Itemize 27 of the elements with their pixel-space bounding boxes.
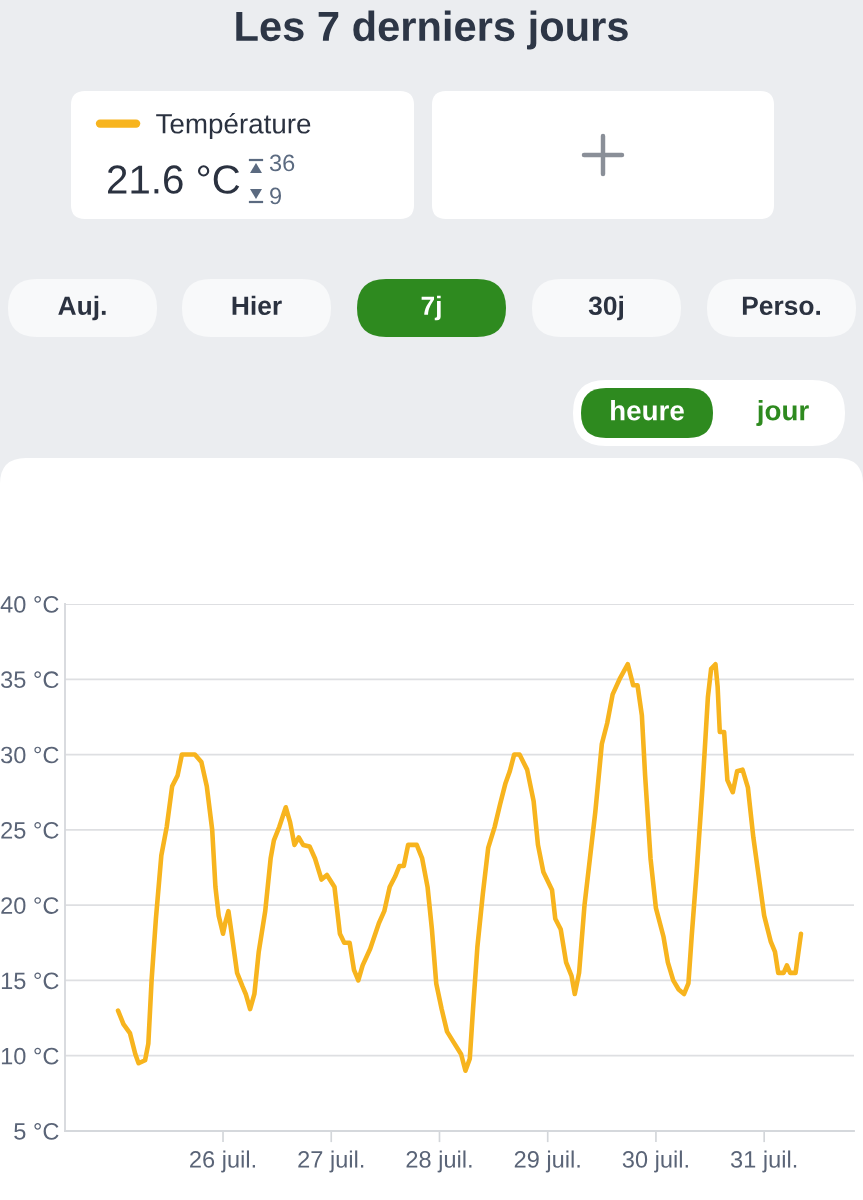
text: 9 xyxy=(270,187,282,205)
text: jour xyxy=(756,400,809,426)
text: 7j xyxy=(421,295,441,321)
chart-title: Les 7 derniers jours xyxy=(236,10,628,50)
text: heure xyxy=(611,400,684,421)
line-series xyxy=(115,661,804,1074)
x-tick-label: 28 juil. xyxy=(406,1150,472,1173)
text: 30j xyxy=(588,295,623,321)
y-tick-label: 25 °C xyxy=(1,821,59,839)
y-tick-label: 20 °C xyxy=(1,897,59,914)
text: 36 xyxy=(269,154,295,172)
y-tick-label: 35 °C xyxy=(1,671,59,689)
y-tick-label: 5 °C xyxy=(14,1123,59,1140)
legend-label: Température xyxy=(156,112,311,140)
x-tick-label: 26 juil. xyxy=(190,1150,255,1173)
x-tick-label: 31 juil. xyxy=(730,1150,797,1173)
y-tick-label: 40 °C xyxy=(0,596,59,613)
x-tick-label: 30 juil. xyxy=(622,1150,688,1173)
y-tick-label: 10 °C xyxy=(1,1047,59,1065)
text: Auj. xyxy=(58,295,106,321)
y-tick-label: 30 °C xyxy=(1,746,59,764)
text: Perso. xyxy=(742,296,821,316)
text: Hier xyxy=(232,295,282,316)
y-tick-label: 15 °C xyxy=(1,972,59,990)
x-tick-label: 27 juil. xyxy=(298,1150,364,1173)
x-tick-label: 29 juil. xyxy=(514,1150,580,1173)
text: 21.6 °C xyxy=(108,165,240,194)
